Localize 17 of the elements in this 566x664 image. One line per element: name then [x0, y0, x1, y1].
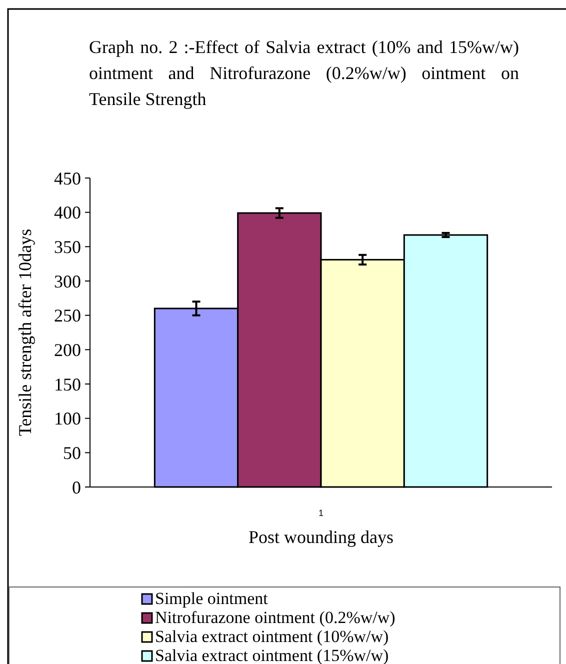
y-tick-label: 400 — [54, 202, 81, 223]
legend-label: Nitrofurazone ointment (0.2%w/w) — [155, 608, 396, 627]
y-tick-label: 150 — [54, 374, 81, 394]
y-tick-label: 50 — [63, 442, 81, 463]
legend-label: Simple ointment — [155, 589, 268, 608]
x-tick-label: 1 — [318, 508, 324, 518]
y-tick-label: 100 — [54, 408, 81, 429]
y-tick-label: 0 — [72, 477, 81, 498]
y-tick-label: 200 — [54, 340, 81, 360]
y-tick-label: 300 — [54, 271, 81, 292]
y-axis-title: Tensile strength after 10days — [15, 228, 35, 436]
x-axis-title: Post wounding days — [248, 527, 394, 547]
chart-title: Graph no. 2 :-Effect of Salvia extract (10% and 15%w/w) ointment and Nitrofurazone (0.2%w/w) ointment on Tensile Strength — [89, 36, 519, 111]
y-tick-label: 450 — [54, 168, 81, 188]
y-tick-label: 350 — [54, 236, 81, 257]
y-tick-label: 250 — [54, 306, 81, 326]
legend-label: Salvia extract ointment (10%w/w) — [155, 627, 389, 646]
